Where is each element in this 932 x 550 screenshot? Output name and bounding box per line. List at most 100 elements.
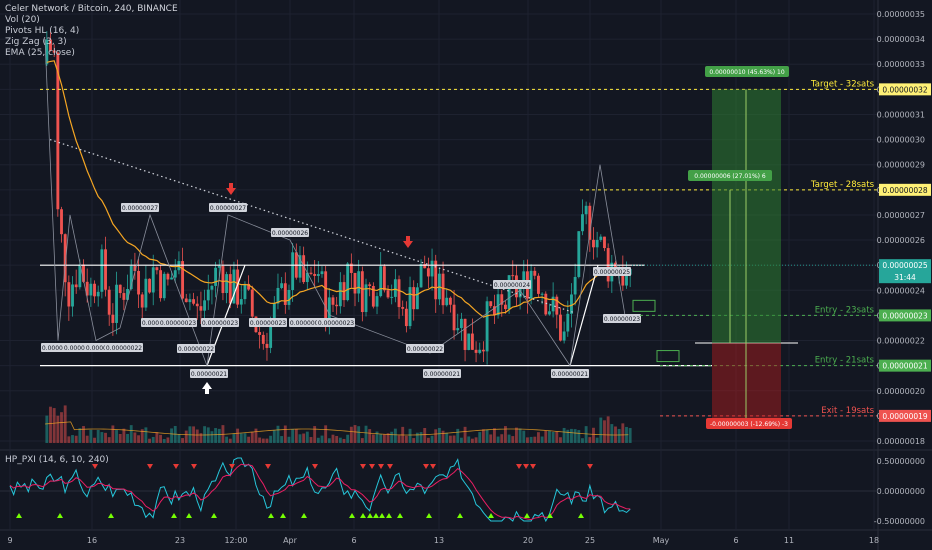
candle-body — [287, 289, 291, 305]
candle-body — [470, 333, 474, 350]
osc-buy-marker — [524, 513, 530, 518]
volume-bar — [129, 425, 133, 443]
candle-body — [445, 297, 449, 306]
level-label: Target - 32sats — [810, 79, 875, 89]
osc-y-tick: 0.00000000 — [877, 487, 925, 496]
volume-bar — [181, 438, 185, 443]
volume-bar — [353, 425, 357, 443]
candle-body — [225, 274, 229, 294]
volume-bar — [456, 428, 460, 443]
pivot-label-bg — [190, 369, 228, 378]
candle-body — [412, 287, 416, 310]
osc-buy-marker — [360, 513, 366, 518]
entry-box — [632, 299, 656, 312]
candle-body — [96, 291, 100, 297]
candlesticks — [45, 31, 632, 365]
zigzag-legend[interactable]: Zig Zag (3, 3) — [5, 37, 67, 47]
volume-bar — [243, 433, 247, 443]
candle-body — [584, 205, 588, 215]
candle-body — [104, 249, 107, 290]
volume-bar — [390, 431, 394, 443]
volume-bar — [280, 436, 284, 443]
candle-body — [320, 271, 324, 275]
candle-body — [159, 270, 162, 299]
ema-legend[interactable]: EMA (25, close) — [5, 48, 75, 58]
volume-bar — [305, 431, 309, 443]
candle-body — [426, 268, 430, 277]
candle-body — [511, 275, 515, 277]
volume-bar — [335, 435, 339, 443]
vol-legend[interactable]: Vol (20) — [5, 15, 40, 25]
volume-bar — [195, 429, 199, 443]
volume-bar — [628, 428, 632, 443]
candle-body — [203, 300, 207, 311]
volume-bar — [287, 436, 291, 443]
candle-body — [52, 50, 56, 53]
osc-buy-marker — [488, 513, 494, 518]
volume-bar — [118, 433, 122, 443]
level-price-tag — [879, 183, 931, 196]
pivot-label: 0.00000023 — [318, 320, 354, 327]
volume-bar — [584, 426, 588, 443]
level-price-tag — [879, 83, 931, 96]
volume-bar — [526, 437, 529, 443]
candle-body — [170, 277, 174, 280]
candle-body — [258, 332, 262, 335]
candle-body — [309, 272, 313, 274]
candle-body — [166, 273, 170, 280]
pivot-label-bg — [177, 344, 215, 353]
candle-body — [489, 301, 493, 307]
candle-body — [592, 239, 595, 248]
indicator-legend[interactable]: HP_PXI (14, 6, 10, 240) — [5, 455, 109, 465]
sell-arrow-icon — [226, 183, 236, 195]
candle-body — [599, 236, 603, 240]
x-tick-label: 11 — [784, 536, 794, 545]
y-tick-label: 0.00000022 — [877, 337, 925, 346]
candle-body — [85, 281, 89, 296]
volume-bar — [144, 427, 148, 443]
candle-body — [148, 278, 151, 293]
candle-body — [217, 266, 221, 268]
volume-bar — [104, 432, 107, 443]
volume-bar — [331, 434, 335, 443]
pivots-legend[interactable]: Pivots HL (16, 4) — [5, 26, 80, 36]
level-price-tag-text: 0.00000019 — [882, 412, 928, 421]
time-axis[interactable]: 9 16 23 12:00 Apr 6 13 20 25 May 6 11 18 — [7, 536, 879, 545]
volume-bar — [360, 438, 364, 443]
volume-bar — [272, 430, 276, 443]
candle-body — [316, 274, 320, 276]
volume-bar — [247, 436, 251, 443]
candle-body — [507, 275, 511, 310]
candle-body — [456, 328, 460, 331]
osc-buy-marker — [171, 513, 177, 518]
volume-bar — [107, 437, 111, 443]
pivot-label: 0.00000023 — [160, 320, 196, 327]
volume-bar — [379, 434, 383, 443]
y-tick-label: 0.00000027 — [877, 211, 925, 220]
candle-body — [144, 278, 148, 308]
candle-body — [250, 289, 254, 317]
candle-body — [162, 273, 166, 299]
current-price-text: 0.00000025 — [882, 261, 928, 270]
volume-bar — [346, 434, 350, 443]
candle-body — [353, 272, 357, 294]
candle-body — [581, 214, 584, 232]
volume-bar — [250, 431, 254, 443]
volume-bar — [67, 436, 71, 443]
position-tool[interactable]: 0.00000010 (45.63%) 10 0.00000006 (27.01%… — [688, 66, 792, 429]
chart-legend: Celer Network / Bitcoin, 240, BINANCE Vo… — [5, 4, 178, 59]
osc-sell-marker — [423, 464, 429, 469]
x-tick-label: 23 — [175, 536, 185, 545]
symbol-title[interactable]: Celer Network / Bitcoin, 240, BINANCE — [5, 4, 178, 14]
candle-body — [621, 269, 625, 286]
candle-body — [551, 296, 555, 312]
candle-body — [210, 285, 214, 290]
price-axis[interactable]: 0.00000035 0.00000034 0.00000033 0.00000032… — [877, 10, 931, 446]
candle-body — [269, 320, 273, 348]
volume-bar — [133, 432, 137, 443]
candle-body — [371, 285, 375, 307]
candle-body — [386, 290, 390, 298]
candle-body — [199, 306, 203, 311]
candle-body — [236, 269, 240, 305]
